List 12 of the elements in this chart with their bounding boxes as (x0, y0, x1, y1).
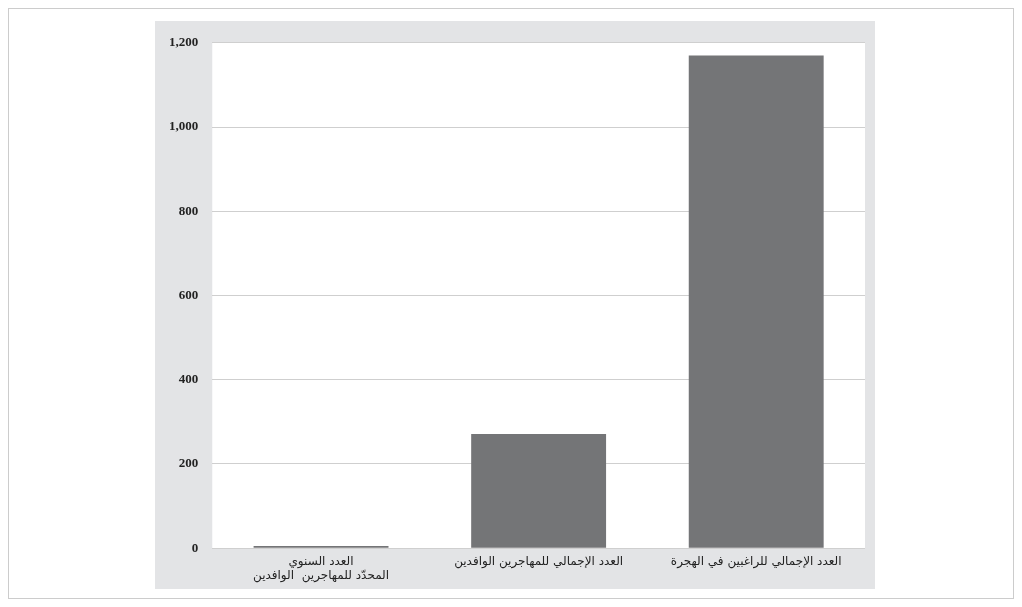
bar (688, 55, 824, 548)
y-tick-label: 400 (178, 371, 199, 387)
bar (471, 434, 607, 548)
y-tick-label: 200 (178, 455, 199, 471)
x-tick-label: العدد السنوي المحدّد للمهاجرين الوافدين (253, 553, 390, 583)
y-tick-label: 600 (178, 286, 199, 302)
x-tick-label: العدد الإجمالي للمهاجرين الوافدين (454, 553, 624, 569)
y-tick-label: 1,000 (169, 118, 199, 134)
x-tick-label: العدد الإجمالي للراغبين في الهجرة (670, 553, 842, 569)
y-tick-label: 1,200 (169, 34, 199, 50)
y-tick-label: 0 (191, 539, 199, 555)
y-tick-label: 800 (178, 202, 199, 218)
